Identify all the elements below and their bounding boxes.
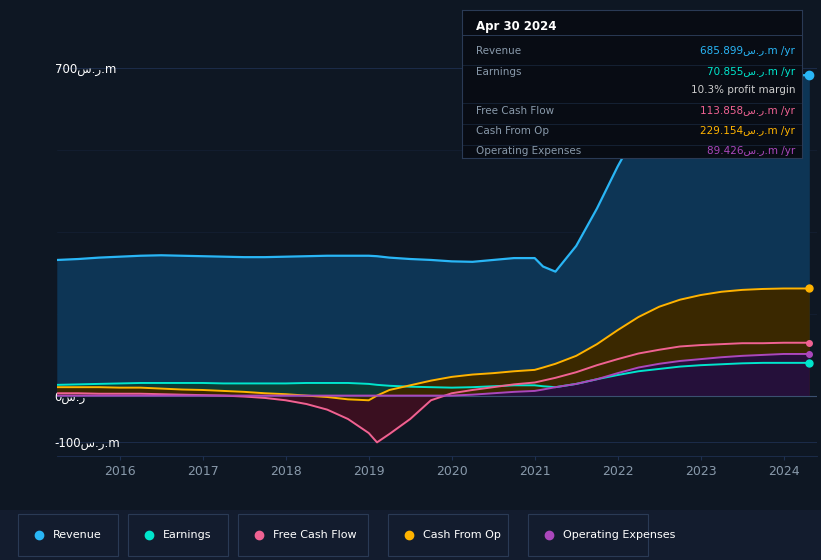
Text: Earnings: Earnings [163,530,212,540]
Text: Cash From Op: Cash From Op [475,127,548,137]
Text: Free Cash Flow: Free Cash Flow [273,530,357,540]
Text: Revenue: Revenue [475,46,521,57]
Text: 113.858س.ر.m /yr: 113.858س.ر.m /yr [700,106,796,116]
Text: Free Cash Flow: Free Cash Flow [475,106,553,116]
Text: 10.3% profit margin: 10.3% profit margin [690,85,796,95]
Text: Apr 30 2024: Apr 30 2024 [475,20,556,34]
Text: Earnings: Earnings [475,67,521,77]
Text: Cash From Op: Cash From Op [424,530,501,540]
Text: 685.899س.ر.m /yr: 685.899س.ر.m /yr [700,46,796,57]
Text: Operating Expenses: Operating Expenses [563,530,676,540]
Text: 89.426س.ر.m /yr: 89.426س.ر.m /yr [707,146,796,156]
Text: Revenue: Revenue [53,530,102,540]
Text: 70.855س.ر.m /yr: 70.855س.ر.m /yr [707,67,796,77]
Text: 229.154س.ر.m /yr: 229.154س.ر.m /yr [700,127,796,137]
Text: Operating Expenses: Operating Expenses [475,146,580,156]
